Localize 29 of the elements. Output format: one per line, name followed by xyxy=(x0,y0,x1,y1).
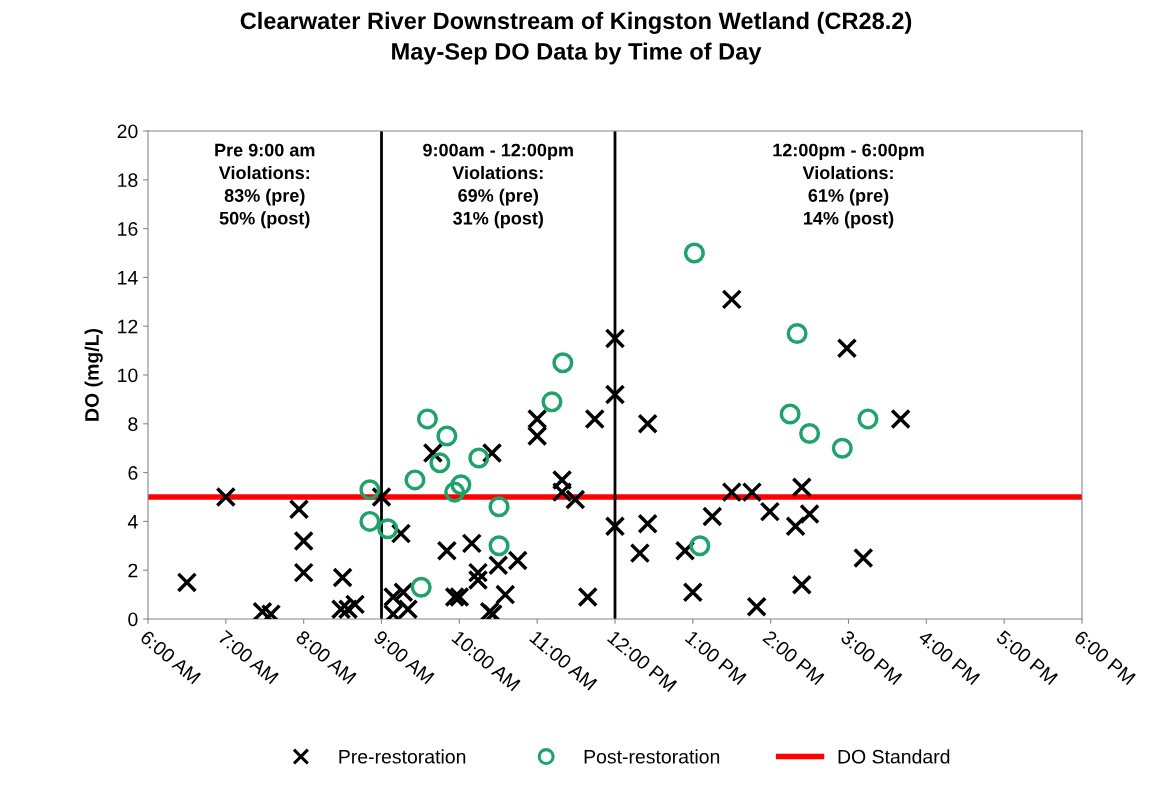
x-tick-label: 1:00 PM xyxy=(684,630,747,686)
x-tick-label: 6:00 AM xyxy=(139,629,202,685)
x-tick-label: 5:00 PM xyxy=(995,629,1059,686)
legend-label: Pre-restoration xyxy=(339,749,466,764)
annotation: 12:00pm - 6:00pm Violations: 61% (pre) 14% (post) xyxy=(773,143,924,229)
y-tick-label: 0 xyxy=(128,612,138,627)
x-tick-label: 9:00 AM xyxy=(373,629,435,685)
y-tick-label: 20 xyxy=(117,124,138,139)
annotation: Pre 9:00 am Violations: 83% (pre) 50% (post) xyxy=(215,143,315,229)
x-tick-label: 7:00 AM xyxy=(217,629,279,685)
x-tick-label: 6:00 PM xyxy=(1073,629,1136,686)
legend-label: Post-restoration xyxy=(584,749,720,764)
x-tick-label: 8:00 AM xyxy=(295,629,357,685)
x-tick-label: 4:00 PM xyxy=(917,629,981,686)
y-tick-label: 6 xyxy=(128,466,138,480)
y-tick-label: 4 xyxy=(127,515,138,529)
x-tick-label: 3:00 PM xyxy=(839,629,903,686)
annotation: 9:00am - 12:00pm Violations: 69% (pre) 31% (post) xyxy=(423,143,573,229)
y-axis-title: DO (mg/L) xyxy=(84,328,103,421)
legend-label: DO Standard xyxy=(838,749,950,764)
y-tick-label: 14 xyxy=(118,271,138,285)
y-tick-label: 10 xyxy=(118,368,138,383)
y-tick-label: 2 xyxy=(128,563,138,578)
y-tick-label: 18 xyxy=(118,173,138,188)
x-tick-label: 2:00 PM xyxy=(762,629,825,686)
y-tick-label: 8 xyxy=(128,417,138,432)
y-tick-label: 16 xyxy=(118,222,138,236)
chart-title: Clearwater River Downstream of Kingston Wetland (CR28.2) May-Sep DO Data by Time of Day xyxy=(240,11,912,65)
y-tick-label: 12 xyxy=(118,319,138,334)
